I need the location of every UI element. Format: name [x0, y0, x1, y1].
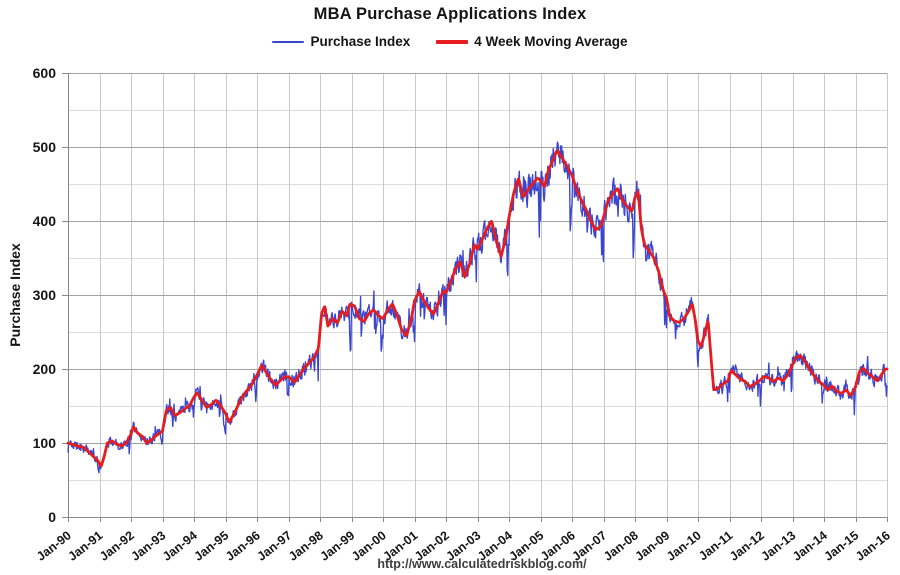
axes	[62, 73, 888, 522]
svg-text:100: 100	[33, 435, 57, 451]
svg-text:200: 200	[33, 361, 57, 377]
moving-average-line-swatch	[436, 39, 469, 44]
y-axis-labels: 0 100 200 300 400 500 600	[33, 65, 57, 525]
y-gridlines-minor	[68, 110, 887, 481]
legend: Purchase Index 4 Week Moving Average	[0, 34, 900, 49]
svg-text:600: 600	[33, 65, 57, 81]
footer-url: http://www.calculatedriskblog.com/	[377, 557, 587, 571]
svg-text:0: 0	[48, 509, 56, 525]
legend-item-purchase-index: Purchase Index	[272, 34, 410, 49]
svg-text:500: 500	[33, 139, 57, 155]
y-gridlines-major	[68, 73, 887, 518]
legend-item-moving-average: 4 Week Moving Average	[436, 34, 628, 49]
legend-label-purchase-index: Purchase Index	[310, 34, 411, 49]
svg-text:300: 300	[33, 287, 57, 303]
moving-average-line	[66, 149, 889, 468]
svg-text:400: 400	[33, 213, 57, 229]
chart-title: MBA Purchase Applications Index	[313, 5, 587, 23]
purchase-index-line-swatch	[272, 40, 305, 43]
purchase-index-line	[67, 141, 888, 474]
legend-label-moving-average: 4 Week Moving Average	[474, 34, 628, 49]
